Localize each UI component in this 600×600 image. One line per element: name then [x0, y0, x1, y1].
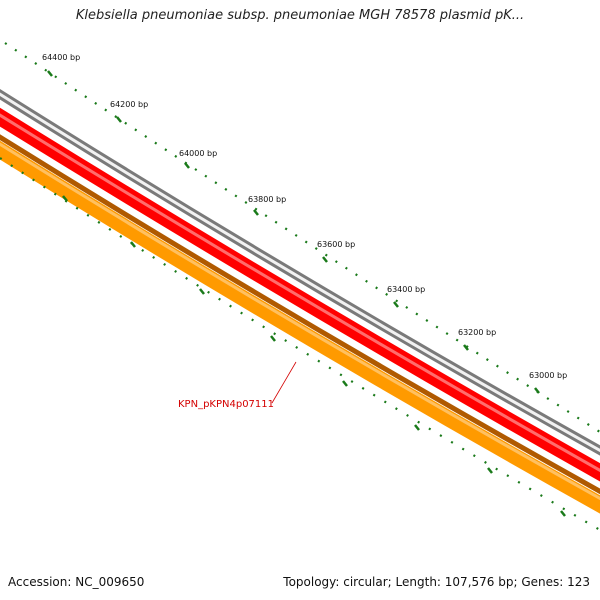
outer-major-tick [393, 301, 399, 308]
inner-major-tick [560, 510, 566, 517]
outer-major-tick [184, 162, 190, 169]
inner-major-tick [199, 288, 205, 295]
inner-major-tick [62, 195, 68, 202]
ruler-tick-label: 63000 bp [529, 371, 567, 380]
topology-summary-text: Topology: circular; Length: 107,576 bp; … [283, 575, 590, 589]
ruler-tick-labels: 64400 bp 64200 bp 64000 bp 63800 bp 6360… [42, 53, 567, 380]
ruler-tick-label: 63600 bp [317, 240, 355, 249]
cds-strand-edge [0, 134, 600, 495]
ruler-tick-label: 64200 bp [110, 100, 148, 109]
inner-major-tick [130, 241, 136, 248]
map-title: Klebsiella pneumoniae subsp. pneumoniae … [75, 8, 525, 23]
backbone-inner [0, 92, 600, 453]
outer-major-tick [116, 116, 122, 123]
feature-callout-line [271, 361, 297, 404]
inner-ruler-major-ticks [62, 195, 566, 517]
outer-major-tick [534, 387, 540, 394]
outer-ruler-major-ticks [47, 70, 540, 394]
ruler-tick-label: 64000 bp [179, 149, 217, 158]
cds-strand-orange [0, 140, 600, 514]
outer-major-tick [253, 209, 259, 216]
inner-major-tick [270, 335, 276, 342]
ruler-tick-label: 63400 bp [387, 285, 425, 294]
outer-major-tick [47, 70, 53, 77]
cds-strand-orange-highlight [0, 142, 600, 501]
outer-ruler-dots [4, 42, 600, 433]
inner-major-tick [487, 467, 493, 474]
outer-major-tick [463, 344, 469, 351]
feature-label[interactable]: KPN_pKPN4p07111 [178, 399, 274, 410]
inner-major-tick [414, 424, 420, 431]
feature-strand-red-highlight [0, 113, 600, 473]
ruler-tick-label: 63200 bp [458, 328, 496, 337]
ruler-tick-label: 63800 bp [248, 195, 286, 204]
inner-major-tick [342, 380, 348, 387]
ruler-tick-label: 64400 bp [42, 53, 80, 62]
feature-strand-red [0, 107, 600, 482]
accession-text: Accession: NC_009650 [8, 575, 145, 589]
outer-major-tick [322, 256, 328, 263]
